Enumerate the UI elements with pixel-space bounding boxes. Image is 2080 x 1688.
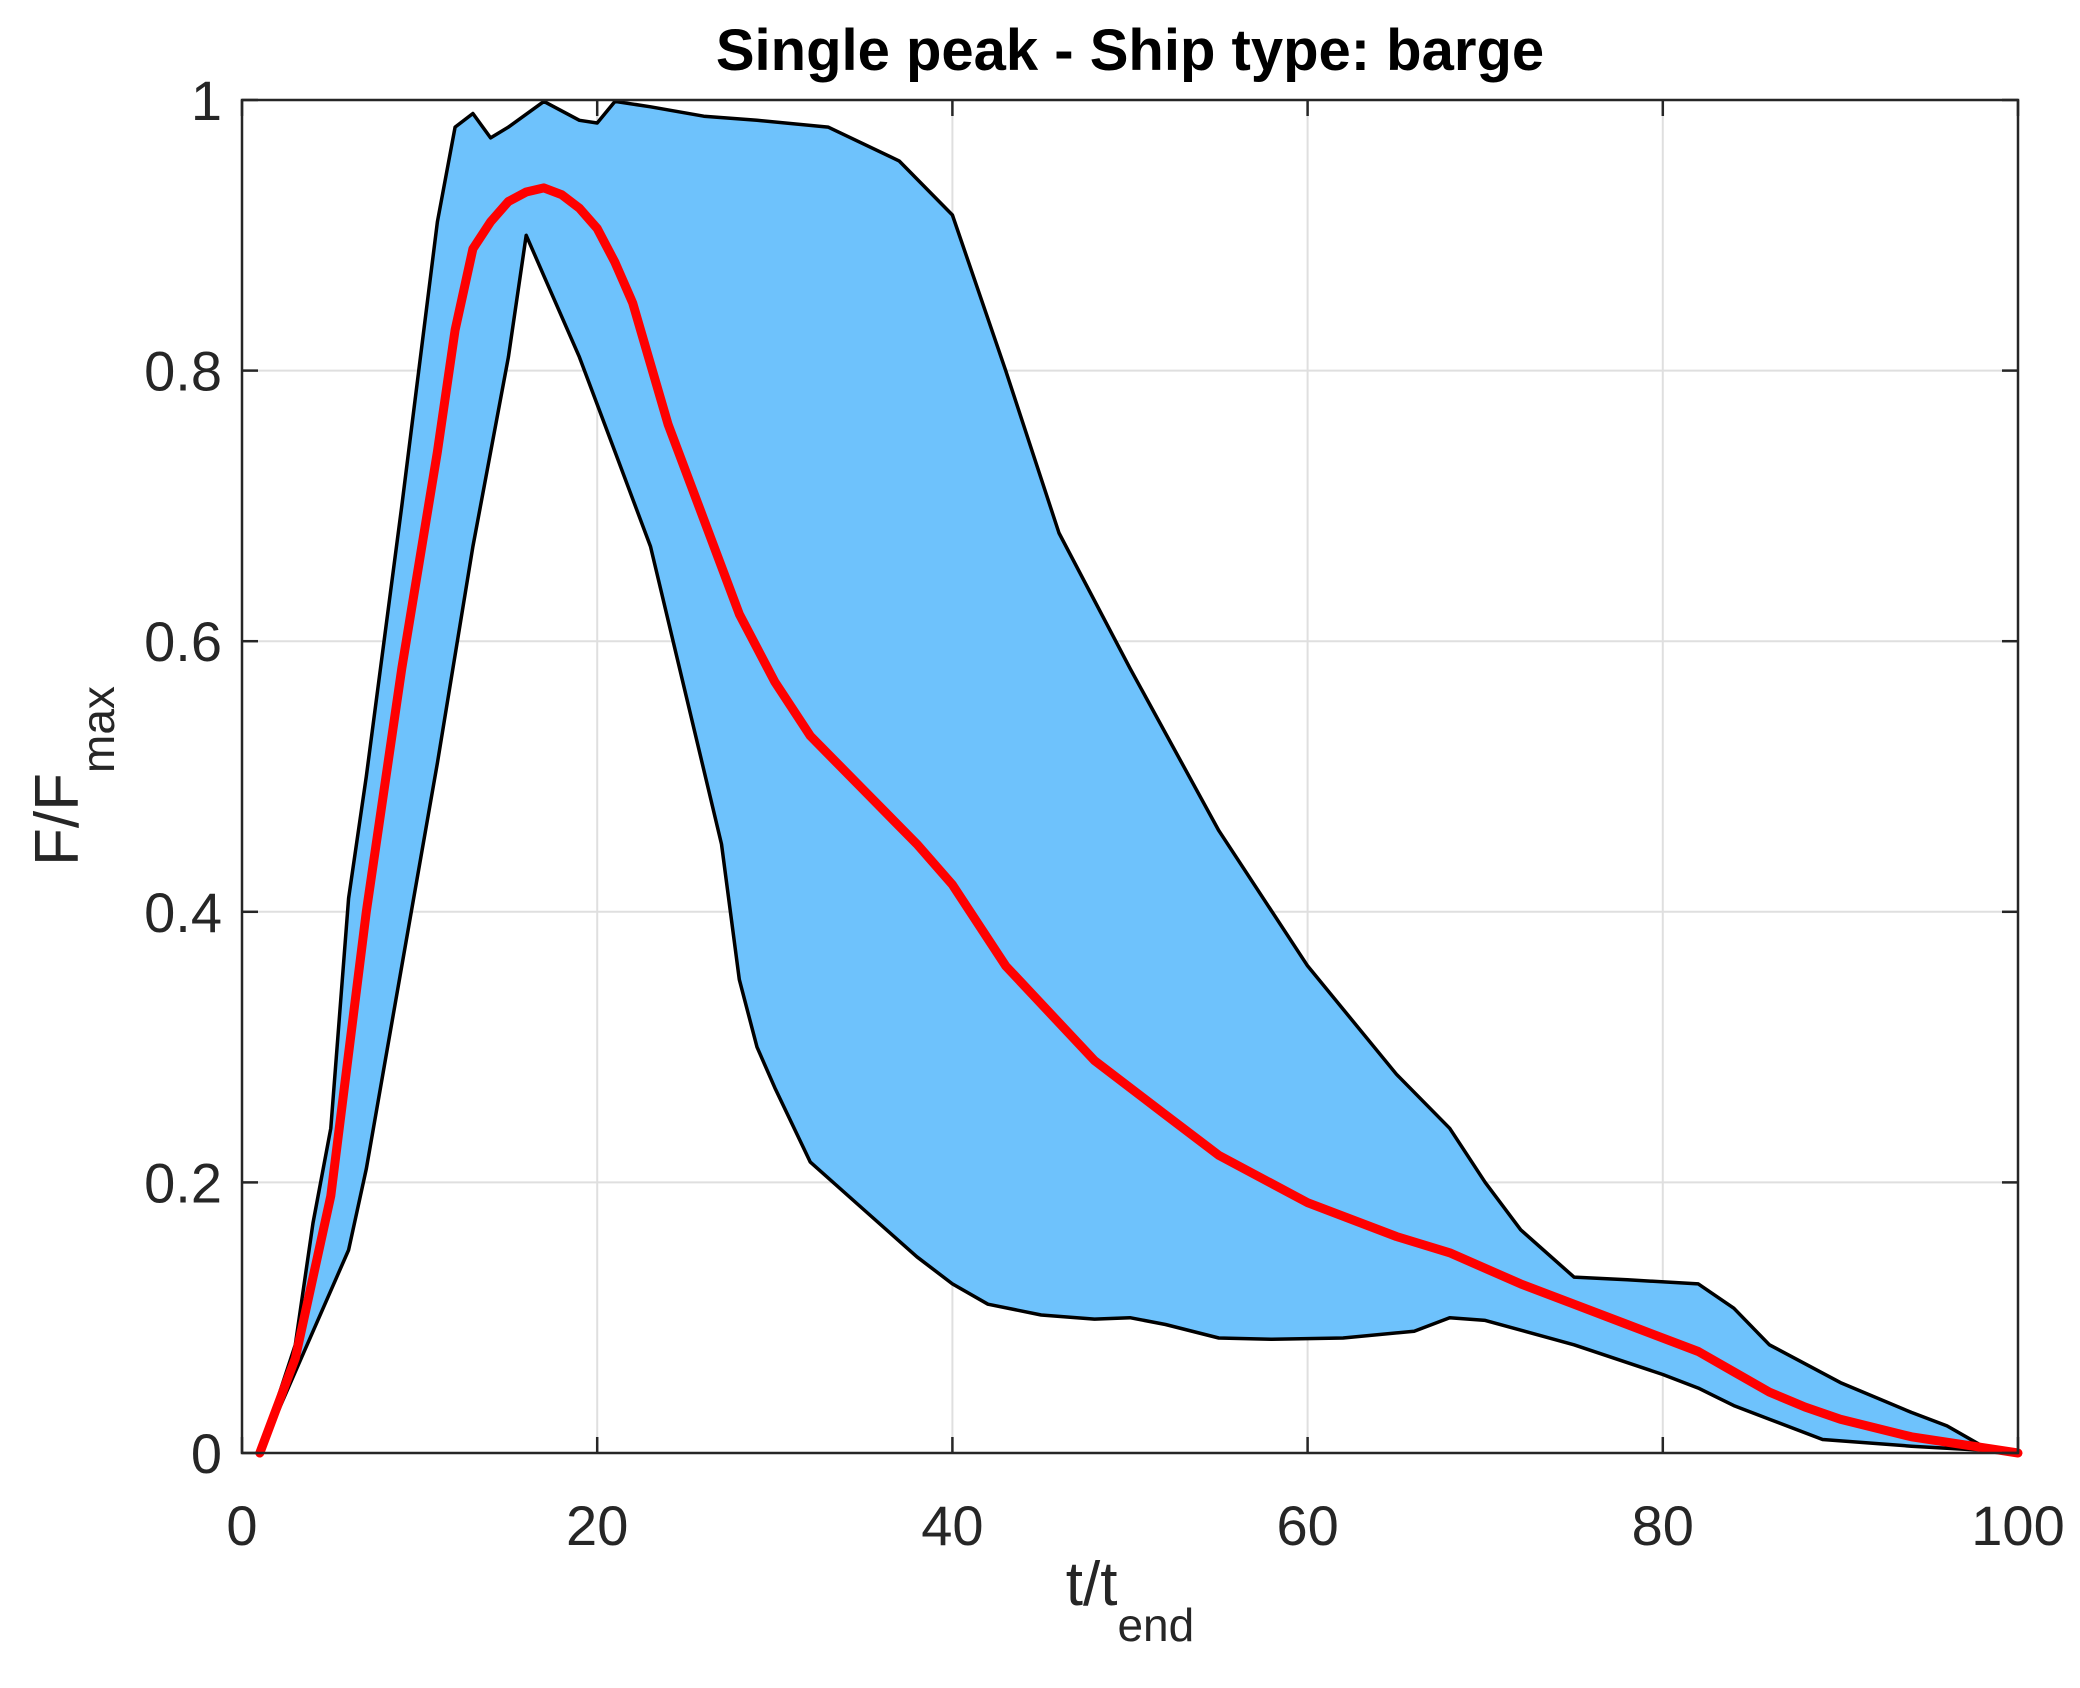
x-tick-label: 0 [226, 1494, 257, 1557]
axes-box [240, 98, 2020, 1455]
chart-title: Single peak - Ship type: barge [716, 18, 1544, 83]
y-tick-label: 0.8 [144, 340, 222, 403]
mean-line [255, 183, 2023, 1458]
y-tick-label: 0.4 [144, 881, 222, 944]
x-axis-label: t/tend [1066, 1550, 1194, 1651]
y-tick-label: 1 [191, 69, 222, 132]
x-tick-label: 100 [1971, 1494, 2064, 1557]
y-tick-label: 0.2 [144, 1151, 222, 1214]
x-tick-label: 60 [1276, 1494, 1338, 1557]
x-tick-label: 40 [921, 1494, 983, 1557]
ticks [240, 98, 2020, 1455]
x-tick-labels: 0 20 40 60 80 100 [226, 1494, 2064, 1557]
y-tick-labels: 0 0.2 0.4 0.6 0.8 1 [144, 69, 222, 1485]
x-tick-label: 20 [566, 1494, 628, 1557]
x-tick-label: 80 [1632, 1494, 1694, 1557]
y-axis-label: F/Fmax [23, 686, 124, 866]
y-tick-label: 0.6 [144, 610, 222, 673]
y-tick-label: 0 [191, 1422, 222, 1485]
mean-line-group [255, 183, 2023, 1458]
grid [242, 100, 2018, 1453]
